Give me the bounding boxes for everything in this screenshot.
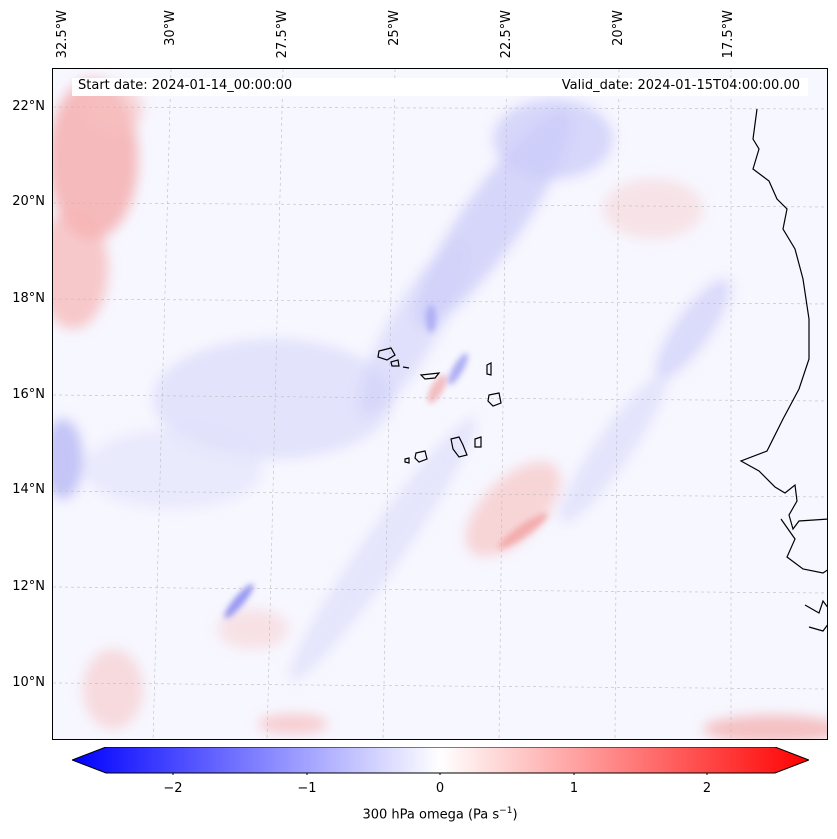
- gridlines: [53, 69, 827, 739]
- colorbar-tick-neg1: −1: [297, 781, 317, 796]
- island-sal: [486, 362, 492, 376]
- omega-field-map: [53, 69, 827, 739]
- colorbar: [72, 747, 809, 775]
- colorbar-label-close: ): [512, 807, 518, 823]
- island-santa-luzia: [402, 366, 410, 369]
- valid-date-label: Valid_date: 2024-01-15T04:00:00.00: [561, 78, 800, 93]
- island-sao-vicente: [390, 359, 400, 367]
- island-santiago: [450, 436, 468, 458]
- lon-label-27-5w: 27.5°W: [275, 10, 290, 59]
- lon-label-30w: 30°W: [163, 10, 178, 46]
- lon-label-17-5w: 17.5°W: [721, 10, 736, 59]
- lat-label-18n: 18°N: [12, 291, 45, 306]
- lat-label-16n: 16°N: [12, 387, 45, 402]
- omega-streaks: [224, 305, 548, 619]
- lat-label-14n: 14°N: [12, 482, 45, 497]
- colorbar-tick-1: 1: [569, 781, 579, 796]
- africa-coastline: [739, 108, 827, 531]
- omega-blobs: [53, 79, 827, 739]
- island-fogo: [414, 450, 428, 463]
- colorbar-tick-0: 0: [435, 781, 445, 796]
- colorbar-tick-2: 2: [702, 781, 712, 796]
- colorbar-tick-neg2: −2: [163, 781, 183, 796]
- coastlines: [377, 108, 827, 632]
- lon-label-25w: 25°W: [387, 10, 402, 46]
- lon-label-22-5w: 22.5°W: [499, 10, 514, 59]
- lat-label-20n: 20°N: [12, 194, 45, 209]
- map-area[interactable]: [52, 68, 828, 740]
- island-sao-nicolau: [419, 372, 441, 380]
- island-maio: [474, 436, 482, 448]
- lat-label-22n: 22°N: [12, 99, 45, 114]
- colorbar-label: 300 hPa omega (Pa s−1): [0, 806, 837, 822]
- info-bar: [72, 78, 808, 96]
- island-boa-vista: [487, 392, 502, 407]
- lat-label-10n: 10°N: [12, 675, 45, 690]
- lon-label-20w: 20°W: [611, 10, 626, 46]
- island-brava: [404, 457, 410, 464]
- colorbar-label-exponent: −1: [499, 806, 513, 816]
- lon-label-32-5w: 32.5°W: [55, 10, 70, 59]
- island-santo-antao: [377, 347, 396, 361]
- start-date-label: Start date: 2024-01-14_00:00:00: [78, 78, 293, 93]
- colorbar-body: [72, 747, 809, 774]
- lat-label-12n: 12°N: [12, 579, 45, 594]
- colorbar-label-text: 300 hPa omega (Pa s: [362, 807, 500, 823]
